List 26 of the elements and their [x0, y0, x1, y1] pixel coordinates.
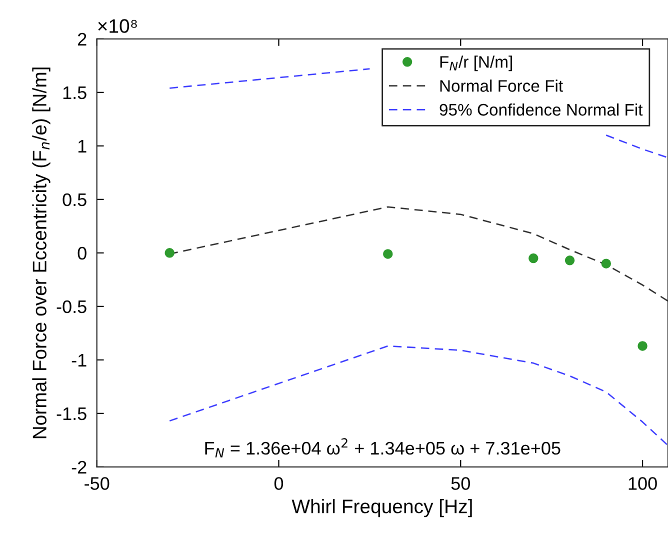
- y-tick-label: 0: [78, 246, 86, 260]
- y-tick-label: -1.5: [56, 408, 86, 420]
- point: [564, 256, 575, 266]
- point: [164, 248, 174, 258]
- x-tick-label: 0: [274, 477, 284, 490]
- point: [383, 249, 393, 259]
- legend-label: 95% Confidence Normal Fit: [440, 103, 643, 116]
- legend-label: F$_{N}$/r [N/m]: [440, 56, 512, 72]
- x-tick-label: 100: [628, 477, 657, 490]
- legend-label: Normal Force Fit: [440, 80, 563, 92]
- y-tick-label: 2: [78, 32, 86, 46]
- x-tick-label: 50: [451, 477, 470, 490]
- y-tick-label: -0.5: [56, 300, 86, 314]
- y-axis-title: Normal Force over Eccentricity (F$_{n}$/e) [N/m]: [32, 68, 50, 438]
- y-tick-label: -1: [72, 354, 86, 366]
- text: ×10⁸: [98, 19, 137, 33]
- annotation: F$_{N}$ = 1.36e+04 ω$^{2}$ + 1.34e+05 ω + 7.31e+05: [205, 438, 560, 458]
- y-tick-label: -2: [72, 460, 86, 474]
- y-tick-label: 1.5: [63, 86, 86, 100]
- point: [638, 341, 648, 351]
- y-tick-label: 1: [78, 140, 86, 152]
- y-tick-label: 0.5: [62, 193, 86, 206]
- point: [528, 253, 538, 264]
- x-axis-title: Whirl Frequency [Hz]: [292, 499, 472, 518]
- x-tick-label: -50: [84, 477, 110, 490]
- point: [601, 258, 612, 268]
